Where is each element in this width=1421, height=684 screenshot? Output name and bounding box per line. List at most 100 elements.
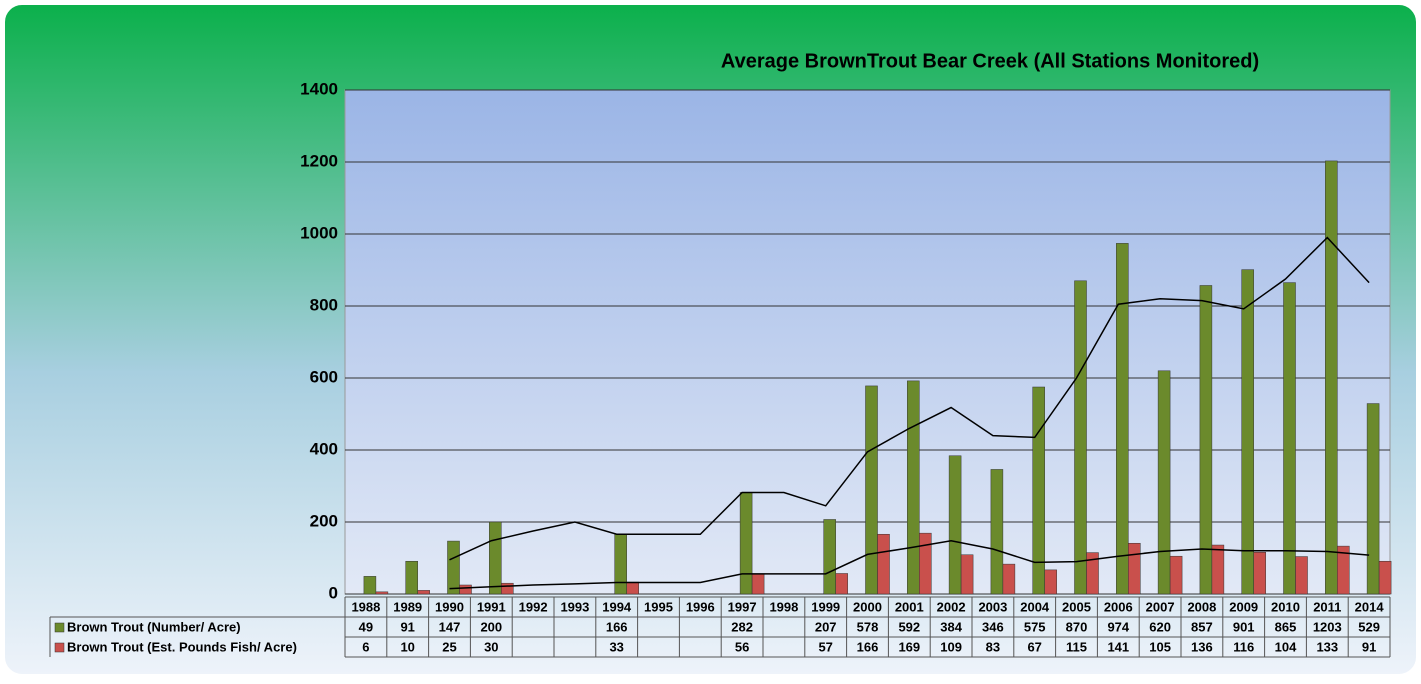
bar — [960, 554, 974, 595]
bar — [877, 533, 890, 595]
bar — [1337, 545, 1350, 595]
x-tick-label: 1989 — [393, 599, 422, 614]
x-tick-label: 1988 — [351, 599, 380, 614]
data-label: 91 — [1362, 639, 1376, 654]
trendline — [449, 236, 1370, 561]
data-label: 901 — [1233, 619, 1255, 634]
bar — [614, 533, 627, 595]
bar — [447, 540, 460, 595]
data-label: 10 — [400, 639, 414, 654]
bar — [1086, 552, 1099, 595]
x-tick-label: 2000 — [853, 599, 882, 614]
bar — [919, 532, 932, 595]
x-tick-label: 1997 — [728, 599, 757, 614]
x-tick-label: 2011 — [1313, 599, 1341, 614]
x-tick-label: 2014 — [1355, 599, 1385, 614]
x-tick-label: 2007 — [1146, 599, 1175, 614]
x-tick-label: 2005 — [1062, 599, 1091, 614]
x-tick-label: 2001 — [895, 599, 924, 614]
data-label: 575 — [1024, 619, 1046, 634]
data-label: 30 — [484, 639, 498, 654]
data-label: 115 — [1066, 639, 1087, 654]
data-label: 857 — [1191, 619, 1213, 634]
bar — [375, 591, 389, 595]
data-label: 865 — [1275, 619, 1297, 634]
data-label: 870 — [1066, 619, 1088, 634]
x-tick-label: 1999 — [811, 599, 840, 614]
bar — [1378, 560, 1392, 595]
bar — [363, 576, 377, 595]
data-label: 1203 — [1313, 619, 1342, 634]
data-label: 166 — [606, 619, 628, 634]
data-label: 104 — [1275, 639, 1297, 654]
y-tick-label: 1400 — [300, 79, 338, 98]
bar — [489, 521, 502, 595]
data-label: 207 — [815, 619, 837, 634]
data-label: 105 — [1149, 639, 1171, 654]
bar — [1211, 544, 1225, 595]
legend-key — [54, 642, 65, 653]
data-label: 166 — [857, 639, 879, 654]
data-label: 33 — [609, 639, 623, 654]
data-label: 620 — [1149, 619, 1171, 634]
data-label: 147 — [439, 619, 461, 634]
x-tick-label: 2004 — [1020, 599, 1050, 614]
data-label: 49 — [359, 619, 373, 634]
data-label: 141 — [1107, 639, 1129, 654]
data-label: 116 — [1233, 639, 1254, 654]
data-label: 169 — [898, 639, 920, 654]
x-tick-label: 2003 — [978, 599, 1007, 614]
data-label: 592 — [898, 619, 920, 634]
data-label: 25 — [442, 639, 456, 654]
x-tick-label: 1990 — [435, 599, 464, 614]
data-label: 109 — [940, 639, 962, 654]
bar — [865, 385, 878, 595]
data-label: 136 — [1191, 639, 1213, 654]
x-tick-label: 1991 — [477, 599, 506, 614]
bar — [459, 584, 472, 595]
data-label: 974 — [1107, 619, 1129, 634]
bar — [1199, 285, 1213, 595]
bar — [751, 573, 765, 595]
x-tick-label: 1995 — [644, 599, 673, 614]
bar — [1157, 370, 1171, 595]
y-tick-label: 600 — [310, 367, 338, 386]
bar — [501, 582, 514, 595]
bar — [1366, 403, 1380, 595]
y-tick-label: 0 — [329, 583, 338, 602]
x-tick-label: 1992 — [519, 599, 548, 614]
bar — [1283, 282, 1296, 595]
bar — [1116, 243, 1129, 595]
trendline — [449, 539, 1370, 590]
bar — [1241, 269, 1254, 595]
x-tick-label: 1994 — [602, 599, 632, 614]
chart-title: Average BrownTrout Bear Creek (All Stati… — [721, 50, 1259, 72]
data-label: 57 — [818, 639, 832, 654]
data-label: 67 — [1027, 639, 1041, 654]
x-tick-label: 1996 — [686, 599, 715, 614]
data-label: 200 — [480, 619, 502, 634]
data-label: 56 — [735, 639, 749, 654]
x-tick-label: 2008 — [1187, 599, 1216, 614]
y-tick-label: 1200 — [300, 151, 338, 170]
x-tick-label: 2002 — [937, 599, 966, 614]
bar — [1169, 555, 1183, 595]
data-label: 282 — [731, 619, 753, 634]
y-tick-label: 400 — [310, 439, 338, 458]
bar — [1295, 556, 1308, 595]
legend-label: Brown Trout (Number/ Acre) — [67, 619, 241, 634]
bar — [1002, 563, 1016, 595]
bar — [1032, 386, 1045, 595]
data-label: 384 — [940, 619, 962, 634]
bar — [990, 469, 1004, 595]
bar — [823, 519, 836, 595]
data-label: 578 — [857, 619, 879, 634]
x-tick-label: 1998 — [769, 599, 798, 614]
bar — [417, 590, 430, 595]
bar — [626, 581, 639, 595]
data-label: 346 — [982, 619, 1004, 634]
y-tick-label: 800 — [310, 295, 338, 314]
legend-label: Brown Trout (Est. Pounds Fish/ Acre) — [67, 639, 297, 654]
x-tick-label: 2009 — [1229, 599, 1258, 614]
